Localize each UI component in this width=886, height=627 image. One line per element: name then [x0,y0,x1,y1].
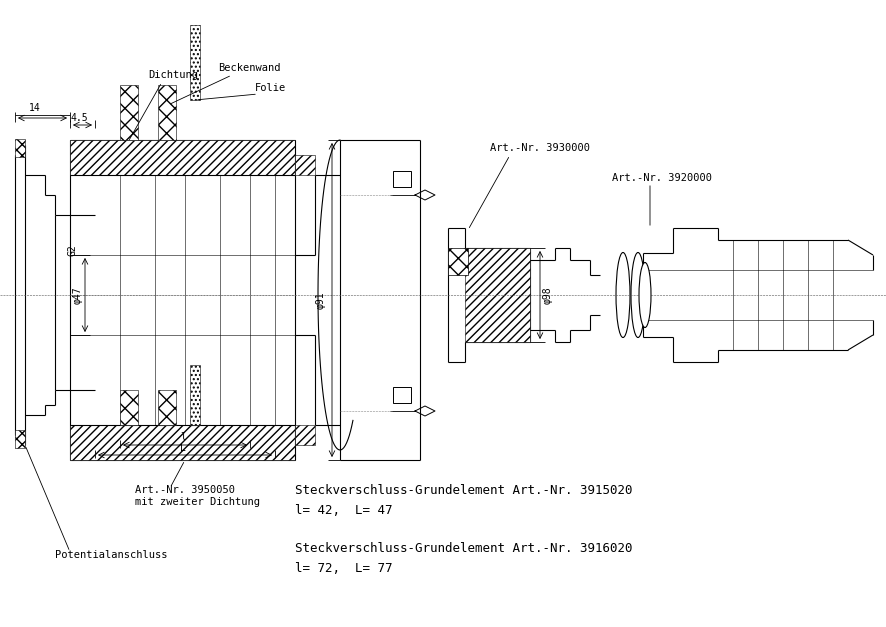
Text: Beckenwand: Beckenwand [218,63,280,73]
Text: 14: 14 [29,103,41,113]
Bar [295,155,315,175]
Bar [70,140,295,175]
Bar [158,390,175,425]
Bar [15,430,25,448]
Bar [70,425,295,460]
Text: Art.-Nr. 3930000: Art.-Nr. 3930000 [489,143,589,153]
Text: l: l [180,432,186,442]
Text: mit zweiter Dichtung: mit zweiter Dichtung [135,497,260,507]
Text: Art.-Nr. 3920000: Art.-Nr. 3920000 [611,173,711,183]
Text: L: L [180,443,186,453]
Text: 4.5: 4.5 [71,113,89,123]
Text: φ98: φ98 [542,286,552,304]
Text: φ91: φ91 [315,291,326,309]
Text: Folie: Folie [254,83,286,93]
Bar [120,390,138,425]
Bar [392,387,410,403]
Bar [158,85,175,140]
Bar [464,248,530,342]
Text: Potentialanschluss: Potentialanschluss [55,550,167,560]
Bar [392,171,410,187]
Text: l= 42,  L= 47: l= 42, L= 47 [295,503,392,517]
Bar [447,248,468,275]
Ellipse shape [638,263,650,327]
Text: G2: G2 [68,244,78,256]
Text: l= 72,  L= 77: l= 72, L= 77 [295,562,392,574]
Text: Steckverschluss-Grundelement Art.-Nr. 3915020: Steckverschluss-Grundelement Art.-Nr. 39… [295,483,632,497]
Bar [190,365,199,425]
Bar [15,139,25,157]
Bar [190,25,199,100]
Text: Art.-Nr. 3950050: Art.-Nr. 3950050 [135,485,235,495]
Ellipse shape [615,253,629,337]
Bar [295,425,315,445]
Text: φ47: φ47 [73,286,83,304]
Bar [120,85,138,140]
Ellipse shape [630,253,644,337]
Text: Dichtung: Dichtung [148,70,198,80]
Text: Steckverschluss-Grundelement Art.-Nr. 3916020: Steckverschluss-Grundelement Art.-Nr. 39… [295,542,632,554]
